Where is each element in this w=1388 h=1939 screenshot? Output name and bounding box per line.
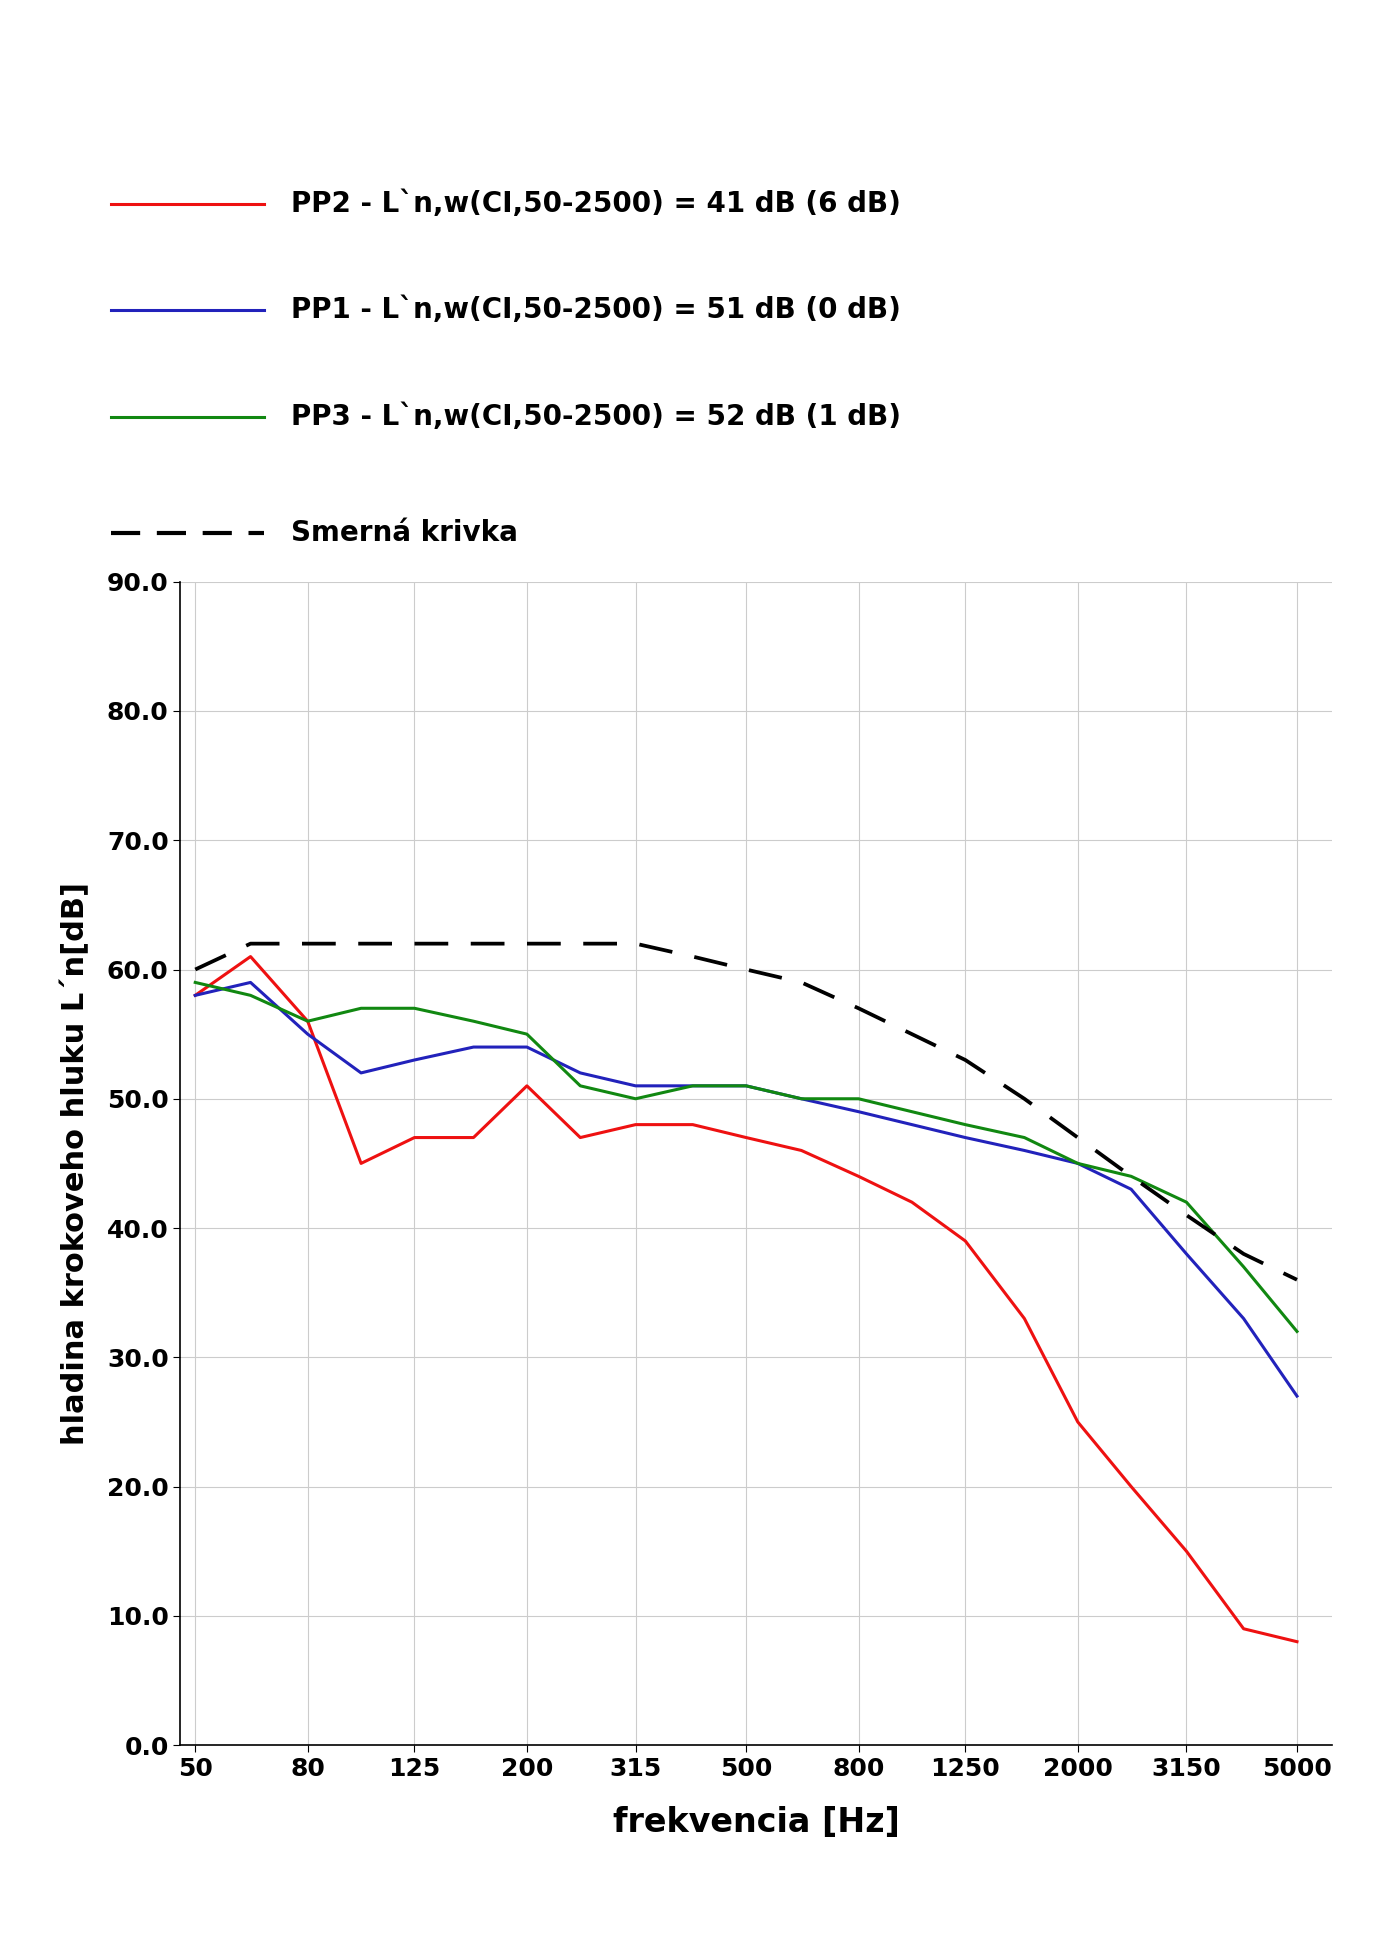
X-axis label: frekvencia [Hz]: frekvencia [Hz] xyxy=(613,1805,899,1838)
Text: PP2 - L`n,w(CI,50-2500) = 41 dB (6 dB): PP2 - L`n,w(CI,50-2500) = 41 dB (6 dB) xyxy=(291,190,901,217)
Text: PP3 - L`n,w(CI,50-2500) = 52 dB (1 dB): PP3 - L`n,w(CI,50-2500) = 52 dB (1 dB) xyxy=(291,403,901,430)
Text: Smerná krivka: Smerná krivka xyxy=(291,520,518,547)
Y-axis label: hladina krokoveho hluku L´n[dB]: hladina krokoveho hluku L´n[dB] xyxy=(61,882,90,1445)
Text: PP1 - L`n,w(CI,50-2500) = 51 dB (0 dB): PP1 - L`n,w(CI,50-2500) = 51 dB (0 dB) xyxy=(291,297,901,324)
